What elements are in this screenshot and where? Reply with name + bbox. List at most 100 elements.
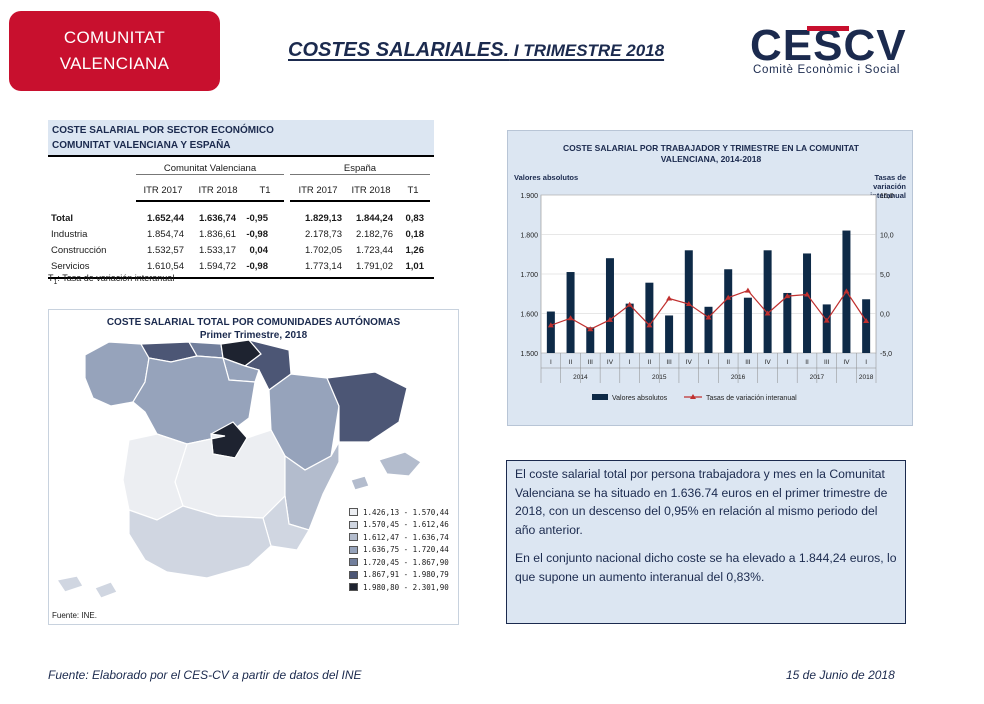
line-marker	[725, 294, 732, 300]
chart-bar	[566, 272, 575, 353]
group-header-cv: Comunitat Valenciana	[136, 163, 284, 175]
left-tick-label: 1.800	[520, 233, 538, 240]
line-marker	[666, 295, 673, 301]
legend-line-marker	[690, 394, 696, 399]
cell: 2.182,76	[356, 229, 393, 240]
note-symbol: T	[48, 273, 54, 283]
region-baleares	[350, 451, 422, 491]
region-andalucia	[128, 505, 272, 579]
col-header: ITR 2017	[143, 185, 183, 196]
left-tick-label: 1.900	[520, 193, 538, 200]
map-source: Fuente: INE.	[52, 611, 97, 620]
cell: 1.836,61	[199, 229, 236, 240]
line-marker	[804, 291, 811, 297]
map-legend: 1.426,13 - 1.570,44 1.570,45 - 1.612,46 …	[349, 506, 449, 594]
summary-paragraph-1: El coste salarial total por persona trab…	[515, 467, 888, 537]
cell: 0,18	[405, 229, 425, 240]
legend-label: 1.612,47 - 1.636,74	[363, 532, 449, 542]
legend-label: 1.426,13 - 1.570,44	[363, 507, 449, 517]
legend-swatch	[349, 558, 358, 567]
cell: 2.178,73	[305, 229, 342, 240]
table-note: T1: Tasa de variación interanual	[48, 273, 174, 286]
chart-bar	[704, 306, 713, 353]
cell: -0,98	[246, 229, 268, 240]
logo-subtitle: Comitè Econòmic i Social	[753, 64, 901, 76]
left-tick-label: 1.700	[520, 272, 538, 279]
logo-red-mark	[807, 26, 849, 31]
chart-bar	[743, 297, 752, 353]
table-bottom-rule	[48, 277, 434, 279]
chart-bar	[665, 315, 674, 353]
line-marker	[547, 322, 554, 328]
summary-box: El coste salarial total por persona trab…	[506, 460, 906, 624]
cell: -0,95	[246, 213, 268, 224]
page-title: COSTES SALARIALES. I TRIMESTRE 2018	[288, 39, 664, 62]
right-axis-title: Tasas de variación interanual	[870, 173, 906, 200]
legend-swatch	[349, 545, 358, 554]
legend-swatch	[349, 508, 358, 517]
ces-cv-logo: CESCV	[750, 22, 906, 70]
region-canarias	[56, 575, 118, 599]
summary-paragraph-2: En el conjunto nacional dicho coste se h…	[515, 551, 897, 584]
row-label-total: Total	[51, 213, 73, 224]
col-header: T1	[407, 185, 419, 196]
line-marker	[744, 287, 751, 293]
legend-item: 1.570,45 - 1.612,46	[349, 519, 449, 532]
badge-line-1: COMUNITAT	[63, 28, 166, 47]
line-marker	[863, 318, 870, 324]
legend-label: 1.720,45 - 1.867,90	[363, 557, 449, 567]
region-badge: COMUNITAT VALENCIANA	[9, 11, 220, 91]
cell: 1.702,05	[305, 245, 342, 256]
category-label: IV	[686, 359, 693, 366]
legend-label: 1.636,75 - 1.720,44	[363, 545, 449, 555]
row-label-industria: Industria	[51, 229, 88, 240]
category-label: II	[805, 359, 809, 366]
cell: 1,26	[405, 245, 425, 256]
line-marker	[705, 314, 712, 320]
category-label: I	[550, 359, 552, 366]
map-title-line-2: Primer Trimestre, 2018	[199, 330, 308, 341]
legend-swatch	[349, 520, 358, 529]
page-title-main: COSTES SALARIALES.	[288, 39, 510, 61]
legend-label: 1.980,80 - 2.301,90	[363, 582, 449, 592]
col-header: ITR 2017	[298, 185, 338, 196]
category-label: III	[745, 359, 751, 366]
chart-bar	[645, 282, 654, 353]
legend-label: 1.570,45 - 1.612,46	[363, 520, 449, 530]
category-label: IV	[607, 359, 614, 366]
badge-line-2: VALENCIANA	[59, 54, 170, 73]
year-label: 2014	[573, 374, 588, 381]
legend-item: 1.612,47 - 1.636,74	[349, 531, 449, 544]
region-navarra	[243, 338, 292, 391]
cell: 1,01	[405, 261, 425, 272]
chart-bar	[803, 253, 812, 353]
chart-bar	[862, 299, 871, 353]
chart-bar	[586, 327, 595, 353]
cell: 1.844,24	[356, 213, 393, 224]
category-label: IV	[765, 359, 772, 366]
cell: 1.532,57	[147, 245, 184, 256]
col-header: ITR 2018	[198, 185, 238, 196]
line-marker	[587, 326, 594, 332]
legend-label: 1.867,91 - 1.980,79	[363, 570, 449, 580]
line-marker	[784, 293, 791, 299]
footer-source: Fuente: Elaborado por el CES-CV a partir…	[48, 668, 362, 682]
category-label: IV	[843, 359, 850, 366]
cell: 1.791,02	[356, 261, 393, 272]
cell: 1.773,14	[305, 261, 342, 272]
footer-date: 15 de Junio de 2018	[786, 668, 895, 682]
map-title-line-1: COSTE SALARIAL TOTAL POR COMUNIDADES AUT…	[106, 317, 401, 328]
right-tick-label: 5,0	[880, 272, 890, 279]
line-marker	[567, 315, 574, 321]
chart-panel: COSTE SALARIAL POR TRABAJADOR Y TRIMESTR…	[507, 130, 913, 426]
legend-line-label: Tasas de variación interanual	[706, 395, 797, 402]
legend-item: 1.867,91 - 1.980,79	[349, 569, 449, 582]
cell: 1.652,44	[147, 213, 184, 224]
col-header: T1	[259, 185, 271, 196]
cell: 1.829,13	[305, 213, 342, 224]
legend-bar-label: Valores absolutos	[612, 395, 668, 402]
line-marker	[646, 322, 653, 328]
right-tick-label: 10,0	[880, 233, 894, 240]
chart-bar	[625, 303, 634, 353]
category-label: I	[708, 359, 710, 366]
